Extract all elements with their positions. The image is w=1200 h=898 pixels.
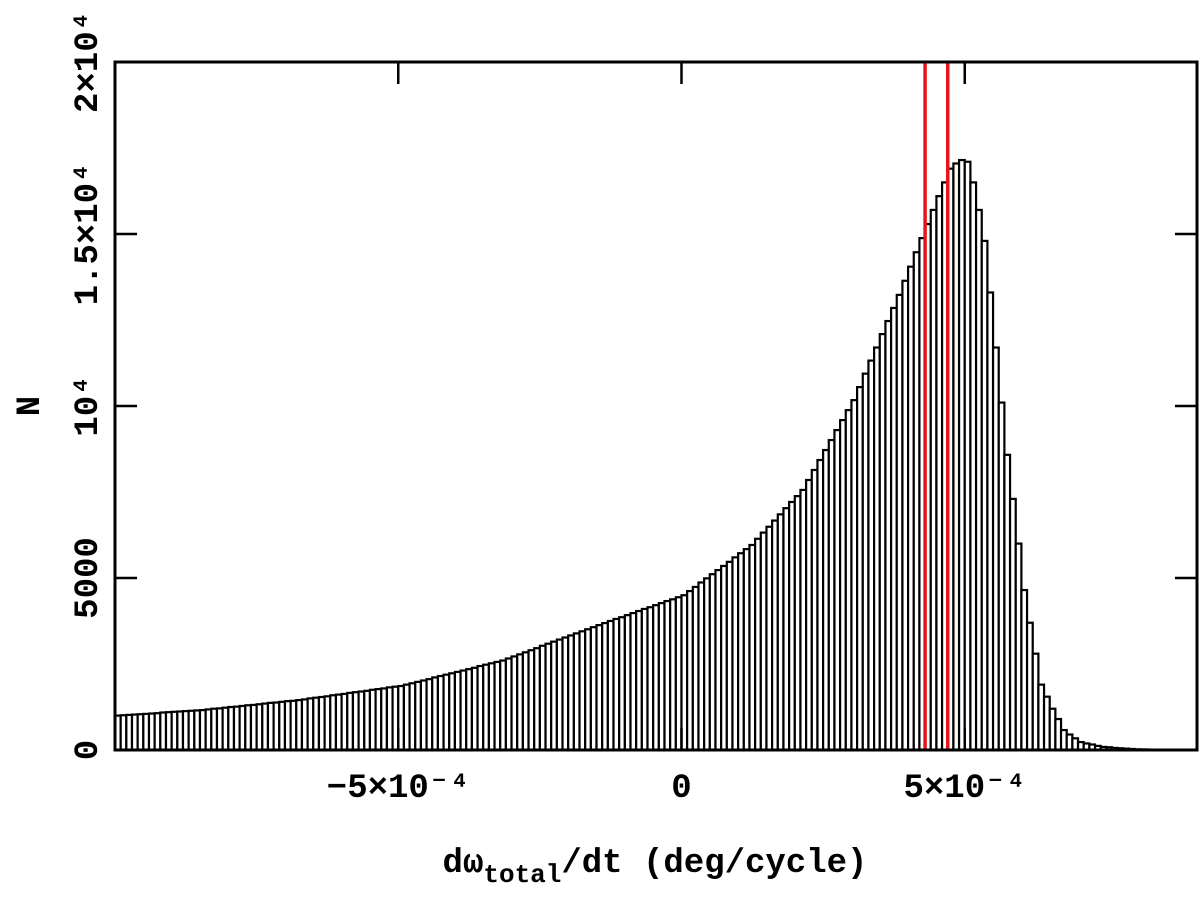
- x-tick-label: 0: [671, 770, 691, 808]
- x-label-main: dω: [443, 845, 484, 883]
- y-tick-label: 2×10⁴: [70, 11, 108, 113]
- x-axis-label: dωtotal/dt (deg/cycle): [443, 845, 868, 890]
- x-tick-label: 5×10⁻⁴: [903, 770, 1026, 808]
- x-tick-label: −5×10⁻⁴: [327, 770, 470, 808]
- y-axis-label: N: [12, 396, 50, 416]
- x-label-subscript: total: [483, 860, 561, 890]
- y-tick-label: 1.5×10⁴: [70, 163, 108, 306]
- y-tick-label: 5000: [70, 537, 108, 619]
- x-label-suffix: /dt (deg/cycle): [561, 845, 867, 883]
- y-tick-label: 10⁴: [70, 375, 108, 436]
- y-tick-label: 0: [70, 740, 108, 760]
